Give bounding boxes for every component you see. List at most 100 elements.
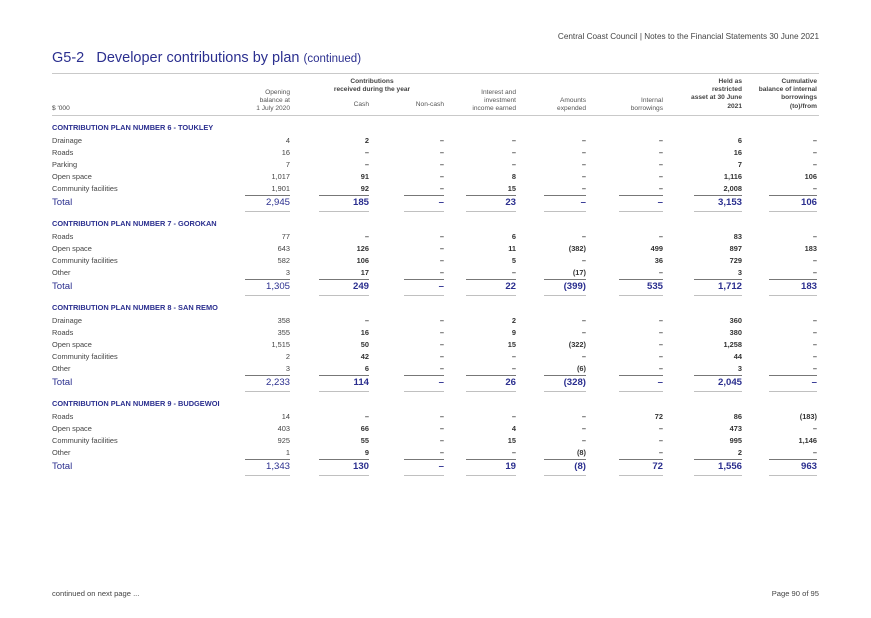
- total-rule: [619, 279, 663, 280]
- table-cell: –: [364, 316, 369, 325]
- table-cell: –: [658, 328, 663, 337]
- total-underline: [694, 211, 742, 212]
- table-cell: 1,515: [271, 340, 291, 349]
- table-cell: –: [364, 412, 369, 421]
- total-cell: (8): [574, 461, 586, 472]
- table-cell: –: [581, 328, 586, 337]
- total-cell: 535: [646, 281, 663, 292]
- total-rule: [466, 375, 516, 376]
- total-row: Total 1,343 130 – 19 (8) 72 1,556 963: [0, 461, 871, 475]
- total-rule: [466, 195, 516, 196]
- table-cell: –: [812, 136, 817, 145]
- table-cell: –: [439, 352, 444, 361]
- row-label: Open space: [52, 244, 92, 253]
- total-underline: [769, 211, 817, 212]
- table-cell: –: [581, 256, 586, 265]
- table-row: Community facilities 2 42 – – – – 44 –: [0, 352, 871, 364]
- table-cell: –: [658, 172, 663, 181]
- header-rule-bottom: [52, 115, 819, 116]
- total-cell: 2,945: [265, 197, 290, 208]
- unit-label: $ '000: [52, 105, 70, 112]
- table-cell: –: [581, 424, 586, 433]
- table-row: Roads 77 – – 6 – – 83 –: [0, 232, 871, 244]
- table-cell: 86: [733, 412, 742, 421]
- total-cell: 1,305: [265, 281, 290, 292]
- total-rule: [544, 279, 586, 280]
- table-cell: –: [511, 448, 516, 457]
- total-row: Total 1,305 249 – 22 (399) 535 1,712 183: [0, 281, 871, 295]
- total-rule: [544, 195, 586, 196]
- total-label: Total: [52, 281, 73, 292]
- table-cell: –: [581, 184, 586, 193]
- table-cell: 83: [733, 232, 742, 241]
- total-cell: 3,153: [717, 197, 742, 208]
- col-interest: Interest and investment income earned: [472, 89, 516, 113]
- total-rule: [694, 459, 742, 460]
- table-row: Open space 643 126 – 11 (382) 499 897 183: [0, 244, 871, 256]
- total-rule: [769, 279, 817, 280]
- table-cell: (183): [799, 412, 817, 421]
- total-cell: –: [811, 377, 817, 388]
- table-cell: 16: [360, 328, 369, 337]
- total-cell: 23: [505, 197, 516, 208]
- table-cell: –: [581, 172, 586, 181]
- total-underline: [619, 211, 663, 212]
- total-row: Total 2,945 185 – 23 – – 3,153 106: [0, 197, 871, 211]
- table-cell: 7: [737, 160, 742, 169]
- total-cell: 1,712: [717, 281, 742, 292]
- table-cell: –: [364, 148, 369, 157]
- table-cell: –: [364, 160, 369, 169]
- row-label: Drainage: [52, 316, 82, 325]
- total-underline: [769, 295, 817, 296]
- table-cell: 4: [511, 424, 516, 433]
- table-cell: –: [658, 448, 663, 457]
- total-cell: 22: [505, 281, 516, 292]
- total-rule: [404, 459, 444, 460]
- total-cell: 19: [505, 461, 516, 472]
- total-rule: [245, 459, 290, 460]
- table-row: Community facilities 582 106 – 5 – 36 729 –: [0, 256, 871, 268]
- total-underline: [466, 391, 516, 392]
- col-opening: Opening balance at 1 July 2020: [256, 89, 290, 113]
- table-cell: –: [439, 136, 444, 145]
- total-label: Total: [52, 197, 73, 208]
- table-cell: –: [439, 436, 444, 445]
- table-cell: 2,008: [723, 184, 743, 193]
- row-label: Roads: [52, 232, 74, 241]
- row-label: Community facilities: [52, 184, 118, 193]
- table-cell: 6: [511, 232, 516, 241]
- table-cell: –: [439, 232, 444, 241]
- table-cell: 360: [729, 316, 742, 325]
- table-cell: –: [511, 136, 516, 145]
- total-cell: 106: [800, 197, 817, 208]
- total-underline: [694, 475, 742, 476]
- table-cell: 1,901: [271, 184, 291, 193]
- table-cell: –: [658, 268, 663, 277]
- total-underline: [319, 295, 369, 296]
- table-cell: –: [812, 256, 817, 265]
- table-cell: –: [511, 160, 516, 169]
- table-cell: 14: [281, 412, 290, 421]
- total-cell: 72: [652, 461, 663, 472]
- total-rule: [319, 375, 369, 376]
- table-cell: 1: [285, 448, 290, 457]
- total-underline: [245, 391, 290, 392]
- table-cell: 4: [285, 136, 290, 145]
- total-rule: [769, 375, 817, 376]
- table-cell: –: [812, 448, 817, 457]
- table-cell: 72: [654, 412, 663, 421]
- note-number: G5-2: [52, 50, 85, 66]
- table-row: Drainage 358 – – 2 – – 360 –: [0, 316, 871, 328]
- table-cell: 44: [733, 352, 742, 361]
- table-cell: –: [658, 148, 663, 157]
- total-label: Total: [52, 461, 73, 472]
- table-cell: 1,258: [723, 340, 743, 349]
- table-cell: 1,146: [798, 436, 818, 445]
- total-underline: [769, 475, 817, 476]
- page-number: Page 90 of 95: [771, 589, 819, 598]
- table-cell: 403: [277, 424, 290, 433]
- table-cell: –: [581, 232, 586, 241]
- total-rule: [544, 459, 586, 460]
- row-label: Open space: [52, 340, 92, 349]
- table-cell: –: [581, 148, 586, 157]
